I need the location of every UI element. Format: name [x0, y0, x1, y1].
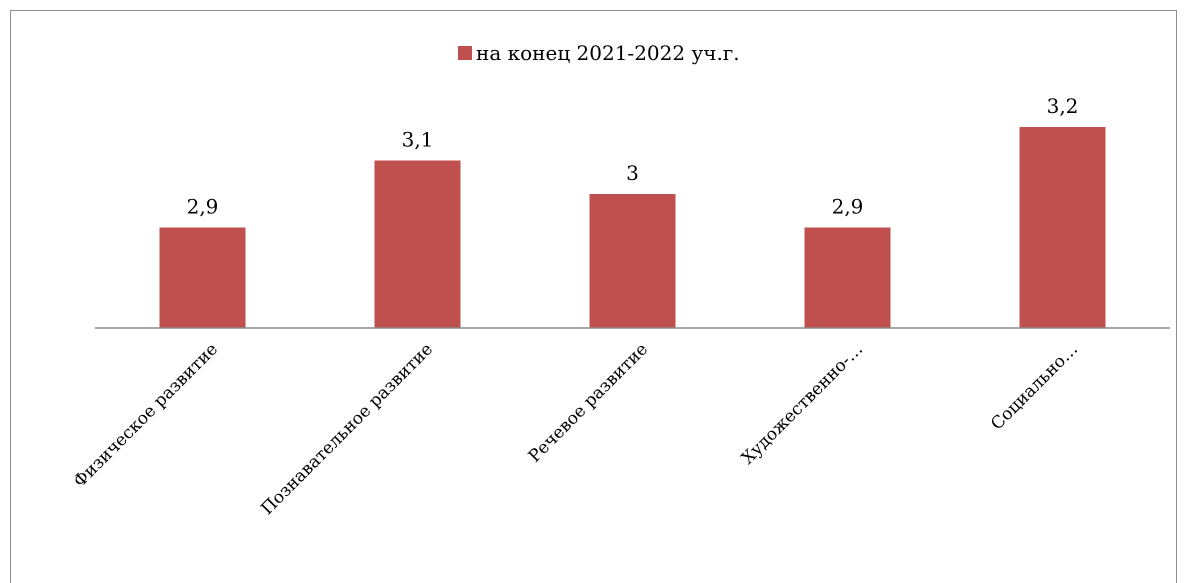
bar-4 [804, 227, 891, 328]
data-label-3: 3 [626, 161, 639, 185]
data-label-4: 2,9 [832, 195, 864, 219]
legend: на конец 2021-2022 уч.г. [458, 41, 740, 65]
category-label-2: Познавательное развитие [257, 339, 437, 519]
bars-group: 2,9 3,1 3 2,9 3,2 [159, 94, 1106, 328]
bar-1 [159, 227, 246, 328]
data-label-1: 2,9 [187, 195, 219, 219]
category-label-1: Физическое развитие [70, 339, 222, 491]
legend-swatch [458, 46, 472, 60]
category-label-3: Речевое развитие [525, 339, 652, 466]
category-labels: Физическое развитие Познавательное развит… [70, 339, 1082, 519]
category-label-5: Социально… [987, 339, 1082, 434]
category-label-4: Художественно-… [738, 339, 867, 468]
data-label-2: 3,1 [402, 128, 434, 152]
legend-label: на конец 2021-2022 уч.г. [476, 41, 740, 65]
bar-2 [374, 160, 461, 328]
bar-3 [589, 194, 676, 328]
data-label-5: 3,2 [1047, 94, 1079, 118]
bar-5 [1019, 127, 1106, 328]
